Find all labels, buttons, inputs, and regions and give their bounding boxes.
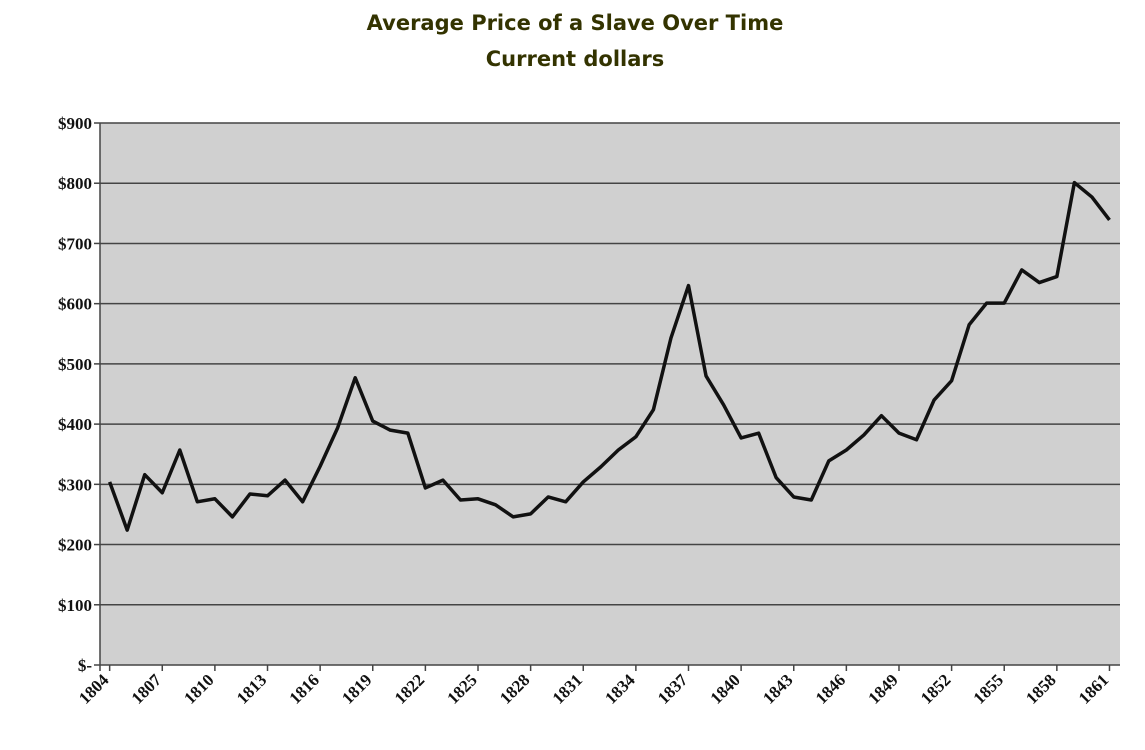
y-tick-label: $900 — [58, 114, 92, 133]
x-tick-label: 1825 — [443, 670, 480, 707]
chart-subtitle: Current dollars — [486, 47, 665, 71]
x-tick-label: 1816 — [285, 670, 322, 707]
data-line — [108, 180, 1111, 532]
y-tick-label: $200 — [58, 536, 92, 555]
x-tick-label: 1840 — [706, 670, 743, 707]
x-tick-label: 1843 — [759, 670, 796, 707]
y-tick-label: $- — [78, 656, 93, 675]
chart-title: Average Price of a Slave Over Time — [367, 11, 784, 35]
x-tick-label: 1831 — [549, 670, 586, 707]
y-tick-label: $600 — [58, 295, 92, 314]
x-tick-label: 1837 — [654, 670, 692, 708]
x-tick-label: 1822 — [391, 670, 428, 707]
x-tick-label: 1810 — [180, 670, 217, 707]
x-tick-label: 1804 — [75, 670, 113, 708]
x-tick-label: 1855 — [970, 670, 1007, 707]
y-tick-label: $800 — [58, 174, 92, 193]
x-tick-label: 1813 — [233, 670, 270, 707]
y-tick-label: $500 — [58, 355, 92, 374]
y-tick-label: $700 — [58, 234, 92, 253]
x-tick-label: 1852 — [917, 670, 954, 707]
x-tick-label: 1861 — [1075, 670, 1112, 707]
y-tick-label: $100 — [58, 596, 92, 615]
x-tick-label: 1828 — [496, 670, 533, 707]
plot-area — [100, 123, 1120, 665]
x-tick-label: 1834 — [601, 670, 639, 708]
x-tick-label: 1858 — [1022, 670, 1059, 707]
x-tick-label: 1819 — [338, 670, 375, 707]
y-tick-label: $300 — [58, 475, 92, 494]
x-tick-label: 1846 — [812, 670, 849, 707]
x-tick-label: 1807 — [128, 670, 166, 708]
x-tick-label: 1849 — [864, 670, 901, 707]
y-tick-label: $400 — [58, 415, 92, 434]
